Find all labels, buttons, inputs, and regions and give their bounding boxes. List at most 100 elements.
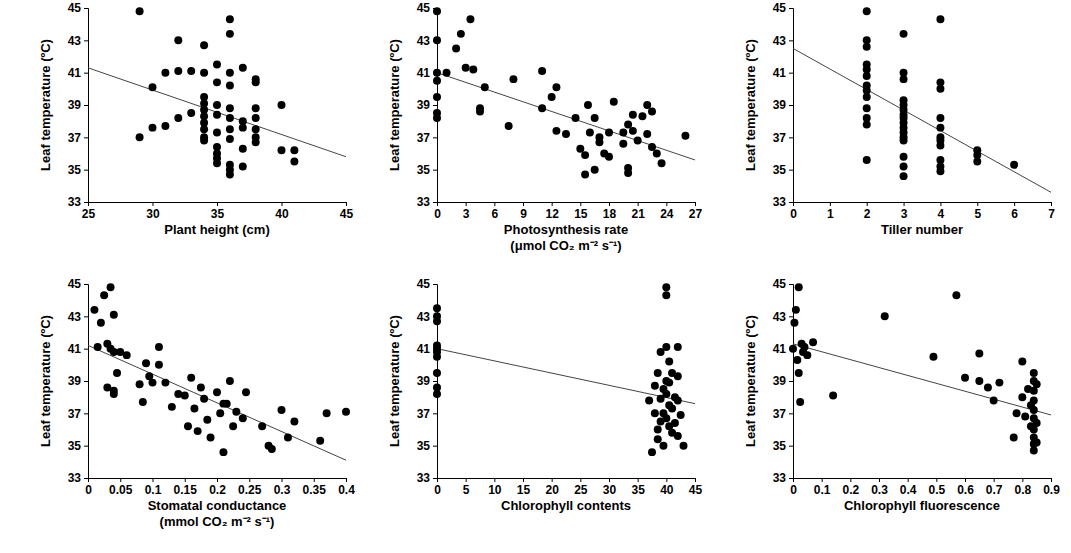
point: [900, 30, 908, 38]
x-tick-label: 18: [603, 207, 617, 221]
x-tick: 0.9: [1043, 478, 1060, 497]
x-tick-mark: [830, 202, 831, 206]
point: [671, 419, 679, 427]
y-tick-mark: [433, 381, 437, 382]
point: [936, 141, 944, 149]
point: [278, 406, 286, 414]
x-tick-mark: [494, 202, 495, 206]
y-tick-mark: [789, 202, 793, 203]
x-tick-label: 0.6: [957, 483, 974, 497]
y-tick: 37: [773, 407, 793, 421]
point: [226, 69, 234, 77]
y-tick-mark: [789, 478, 793, 479]
point: [900, 172, 908, 180]
y-tick-mark: [433, 446, 437, 447]
x-tick: 25: [82, 202, 96, 221]
point: [936, 167, 944, 175]
point: [232, 408, 240, 416]
x-tick-label: 0: [434, 207, 441, 221]
y-tick: 43: [773, 310, 793, 324]
y-axis-line: [84, 285, 89, 479]
x-tick-mark: [879, 478, 880, 482]
x-tick: 5: [974, 202, 981, 221]
x-tick-label: 5: [974, 207, 981, 221]
x-tick-label: 0: [434, 483, 441, 497]
y-axis: 33353739414345: [773, 277, 794, 485]
trend-line: [88, 68, 346, 157]
point: [149, 83, 157, 91]
x-tick: 3: [901, 202, 908, 221]
x-tick: 30: [603, 478, 617, 497]
x-tick-label: 7: [1048, 207, 1055, 221]
x-tick: 0.1: [145, 478, 162, 497]
point: [226, 15, 234, 23]
x-tick: 40: [660, 478, 674, 497]
y-tick-label: 35: [417, 439, 431, 453]
x-tick-mark: [282, 478, 283, 482]
point: [952, 291, 960, 299]
point: [226, 104, 234, 112]
point: [110, 390, 118, 398]
point: [936, 124, 944, 132]
y-axis: 33353739414345: [68, 277, 89, 485]
x-tick-label: 9: [520, 207, 527, 221]
x-tick-label: 12: [545, 207, 559, 221]
y-tick-mark: [433, 284, 437, 285]
point: [648, 107, 656, 115]
x-tick-label: 0.7: [986, 483, 1003, 497]
y-tick: 45: [417, 277, 437, 291]
y-tick-label: 33: [68, 195, 82, 209]
x-tick: 0.2: [842, 478, 859, 497]
point: [662, 283, 670, 291]
figure: 333537394143452530354045Plant height (cm…: [0, 0, 1071, 553]
y-tick: 39: [773, 374, 793, 388]
y-tick-mark: [789, 316, 793, 317]
y-tick-mark: [84, 478, 88, 479]
y-tick: 45: [773, 277, 793, 291]
y-tick: 45: [68, 277, 88, 291]
point: [680, 442, 688, 450]
x-tick-mark: [850, 478, 851, 482]
point: [572, 114, 580, 122]
y-tick-label: 37: [68, 407, 82, 421]
y-tick: 35: [773, 163, 793, 177]
point: [223, 400, 231, 408]
point: [619, 140, 627, 148]
point: [662, 291, 670, 299]
point: [466, 15, 474, 23]
x-tick-label: 0: [85, 483, 92, 497]
point: [552, 127, 560, 135]
x-tick-label: 0.25: [238, 483, 262, 497]
x-tick-label: 0.4: [338, 483, 355, 497]
point: [643, 101, 651, 109]
panel: 333537394143452530354045Plant height (cm…: [38, 1, 353, 237]
point: [653, 150, 661, 158]
point: [936, 15, 944, 23]
x-tick-mark: [638, 478, 639, 482]
x-axis-title: Chlorophyll fluorescence: [844, 498, 1000, 513]
point: [433, 317, 441, 325]
y-tick-label: 37: [773, 131, 787, 145]
point: [796, 398, 804, 406]
point: [200, 69, 208, 77]
x-tick-label: 45: [340, 207, 354, 221]
x-tick: 0: [790, 202, 797, 221]
y-tick-label: 39: [68, 374, 82, 388]
point: [995, 379, 1003, 387]
y-tick-label: 39: [417, 374, 431, 388]
point: [900, 137, 908, 145]
x-tick-mark: [494, 478, 495, 482]
point: [323, 409, 331, 417]
point: [1030, 369, 1038, 377]
x-tick-mark: [217, 478, 218, 482]
point: [674, 343, 682, 351]
x-tick-label: 0.15: [174, 483, 198, 497]
point: [457, 30, 465, 38]
y-tick-label: 39: [773, 98, 787, 112]
point: [975, 350, 983, 358]
point: [219, 448, 227, 456]
point: [677, 411, 685, 419]
point: [629, 127, 637, 135]
x-tick-mark: [217, 202, 218, 206]
y-tick-mark: [789, 381, 793, 382]
